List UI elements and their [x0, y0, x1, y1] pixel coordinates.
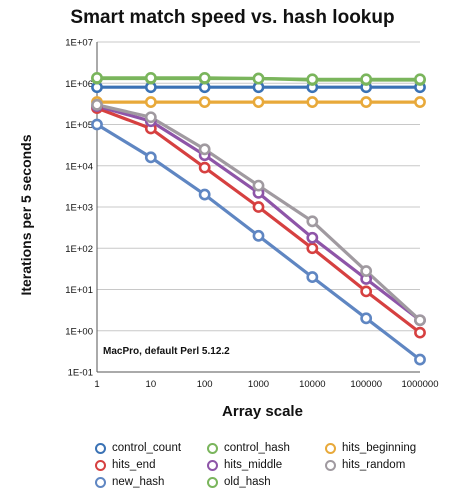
legend-marker [207, 459, 218, 471]
legend-marker [95, 476, 106, 488]
legend-item-new_hash: new_hash [95, 475, 207, 489]
y-tick-label: 1E+00 [65, 326, 93, 337]
data-point-hits_end [360, 285, 373, 298]
y-tick-label: 1E+04 [65, 161, 93, 172]
legend-item-control_count: control_count [95, 441, 207, 455]
data-point-hits_beginning [252, 96, 265, 108]
data-point-hits_beginning [144, 96, 157, 108]
data-point-hits_beginning [306, 96, 319, 108]
x-tick-label: 100 [197, 379, 213, 390]
data-point-hits_beginning [414, 96, 426, 108]
legend-item-hits_beginning: hits_beginning [325, 441, 455, 455]
data-point-hits_end [252, 201, 265, 213]
data-point-new_hash [91, 118, 103, 131]
chart-annotation: MacPro, default Perl 5.12.2 [103, 346, 230, 357]
legend-marker [95, 459, 106, 471]
legend-item-hits_middle: hits_middle [207, 458, 325, 472]
data-point-new_hash [414, 353, 426, 366]
data-point-new_hash [144, 151, 157, 164]
data-point-new_hash [252, 229, 265, 242]
y-tick-label: 1E+01 [65, 285, 93, 296]
x-tick-label: 1 [94, 379, 99, 390]
legend-label: old_hash [224, 476, 271, 488]
data-point-old_hash [306, 73, 319, 86]
data-point-hits_end [306, 242, 319, 255]
data-point-old_hash [252, 72, 265, 85]
data-point-old_hash [144, 71, 157, 84]
data-point-hits_random [414, 314, 426, 327]
legend-item-hits_random: hits_random [325, 458, 455, 472]
series-line-hits_middle [95, 104, 422, 322]
y-tick-label: 1E+06 [65, 79, 93, 90]
legend-label: control_count [112, 442, 182, 454]
legend-marker [95, 442, 106, 454]
x-tick-label: 10000 [299, 379, 325, 390]
legend-label: hits_end [112, 459, 156, 471]
legend-label: new_hash [112, 476, 165, 488]
series-line-hits_end [95, 106, 422, 335]
legend-marker [207, 442, 218, 454]
data-point-new_hash [360, 312, 373, 325]
data-point-old_hash [414, 73, 426, 86]
legend-item-control_hash: control_hash [207, 441, 325, 455]
legend-label: hits_beginning [342, 442, 417, 454]
y-tick-label: 1E+05 [65, 120, 93, 131]
legend-label: control_hash [224, 442, 290, 454]
data-point-hits_end [414, 326, 426, 339]
data-point-old_hash [91, 71, 103, 84]
data-point-old_hash [198, 71, 211, 84]
series-line-new_hash [95, 122, 422, 362]
y-tick-label: 1E+03 [65, 203, 93, 214]
data-point-hits_end [198, 161, 211, 174]
x-tick-label: 10 [146, 379, 157, 390]
data-point-hits_beginning [360, 96, 373, 108]
legend-marker [207, 476, 218, 488]
legend-item-hits_end: hits_end [95, 458, 207, 472]
x-axis-label: Array scale [222, 403, 303, 420]
legend-label: hits_middle [224, 459, 283, 471]
data-point-hits_random [91, 98, 103, 111]
data-point-hits_random [198, 143, 211, 156]
data-point-old_hash [360, 73, 373, 86]
data-point-hits_random [252, 179, 265, 192]
data-point-hits_random [144, 111, 157, 124]
legend-marker [325, 459, 336, 471]
legend-marker [325, 442, 336, 454]
x-tick-label: 1000 [248, 379, 269, 390]
y-tick-label: 1E+02 [65, 244, 93, 255]
data-point-hits_middle [306, 231, 319, 244]
y-tick-label: 1E+07 [65, 38, 93, 49]
legend-label: hits_random [342, 459, 406, 471]
data-point-hits_random [360, 265, 373, 277]
data-point-hits_random [306, 215, 319, 228]
y-tick-label: 1E-01 [68, 368, 93, 379]
x-tick-label: 100000 [350, 379, 382, 390]
legend-item-old_hash: old_hash [207, 475, 325, 489]
data-point-new_hash [198, 188, 211, 201]
chart-title: Smart match speed vs. hash lookup [70, 7, 395, 28]
data-point-hits_beginning [198, 96, 211, 108]
data-point-new_hash [306, 271, 319, 283]
x-tick-label: 1000000 [402, 379, 439, 390]
